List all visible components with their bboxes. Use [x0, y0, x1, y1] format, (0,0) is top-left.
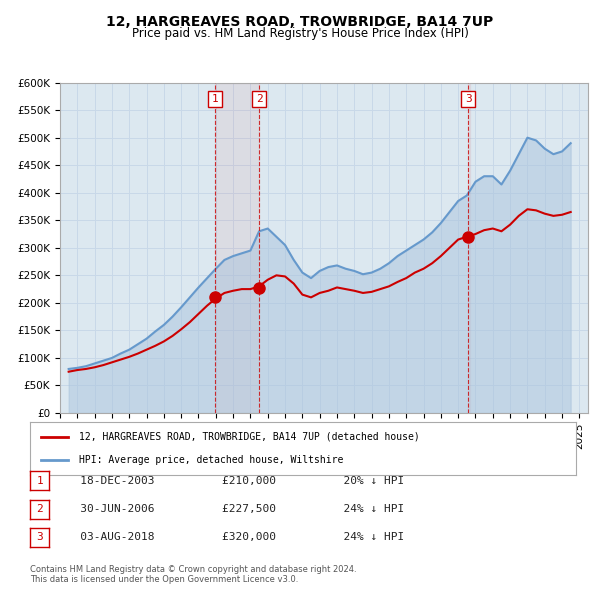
Text: 03-AUG-2018          £320,000          24% ↓ HPI: 03-AUG-2018 £320,000 24% ↓ HPI — [60, 533, 404, 542]
Text: 1: 1 — [36, 476, 43, 486]
Text: 1: 1 — [212, 94, 218, 104]
Text: 2: 2 — [36, 504, 43, 514]
Text: 12, HARGREAVES ROAD, TROWBRIDGE, BA14 7UP (detached house): 12, HARGREAVES ROAD, TROWBRIDGE, BA14 7U… — [79, 432, 420, 442]
Text: 3: 3 — [465, 94, 472, 104]
Text: 30-JUN-2006          £227,500          24% ↓ HPI: 30-JUN-2006 £227,500 24% ↓ HPI — [60, 504, 404, 514]
Text: HPI: Average price, detached house, Wiltshire: HPI: Average price, detached house, Wilt… — [79, 455, 344, 465]
Bar — [215, 83, 259, 413]
Bar — [468, 83, 470, 413]
Text: 12, HARGREAVES ROAD, TROWBRIDGE, BA14 7UP: 12, HARGREAVES ROAD, TROWBRIDGE, BA14 7U… — [106, 15, 494, 29]
Text: Contains HM Land Registry data © Crown copyright and database right 2024.
This d: Contains HM Land Registry data © Crown c… — [30, 565, 356, 584]
Text: 3: 3 — [36, 533, 43, 542]
Text: Price paid vs. HM Land Registry's House Price Index (HPI): Price paid vs. HM Land Registry's House … — [131, 27, 469, 40]
Text: 18-DEC-2003          £210,000          20% ↓ HPI: 18-DEC-2003 £210,000 20% ↓ HPI — [60, 476, 404, 486]
Text: 2: 2 — [256, 94, 262, 104]
